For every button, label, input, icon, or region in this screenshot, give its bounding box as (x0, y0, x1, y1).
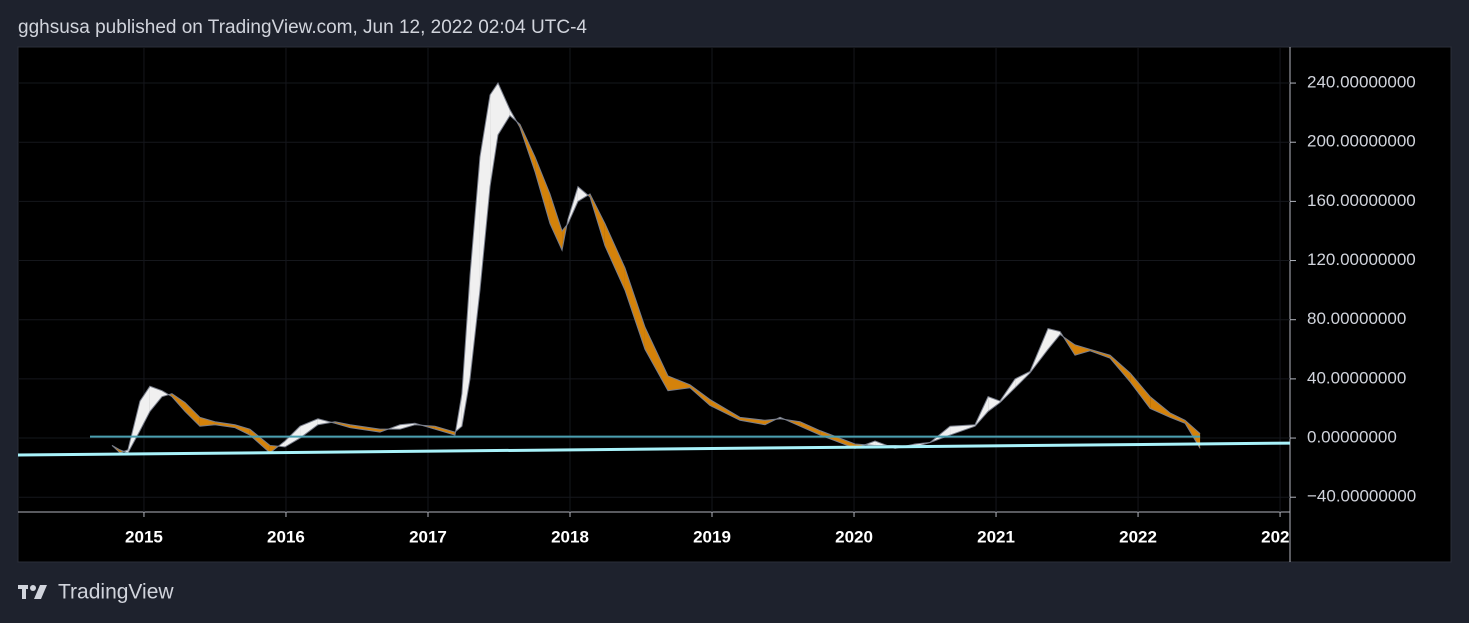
logo (18, 585, 47, 599)
ribbon-line (111, 82, 1201, 454)
ribbon-fill (690, 384, 711, 406)
ribbon-fill (300, 418, 318, 439)
brand-name: TradingView (58, 581, 174, 604)
ribbon-fill (1130, 372, 1151, 409)
ribbon-fill (1074, 344, 1091, 356)
ribbon-fill (470, 157, 480, 379)
ribbon-fill (139, 386, 150, 431)
logo-part (22, 585, 26, 599)
y-tick-label: 120.00000000 (1307, 250, 1416, 269)
ribbon-fill (1170, 412, 1186, 424)
ribbon-fill (249, 429, 270, 453)
ribbon-fill (820, 430, 856, 449)
price-axis: −40.00000000 0.00000000 40.00000000 80.0000… (1290, 73, 1416, 506)
reference-line (18, 441, 1290, 457)
x-tick-label: 2019 (693, 527, 731, 546)
x-tick-label: 2017 (409, 527, 447, 546)
y-tick-label: −40.00000000 (1307, 487, 1416, 506)
plot-area (18, 82, 1290, 457)
x-tick-label: 2018 (551, 527, 589, 546)
ribbon-fill (1048, 328, 1061, 350)
ribbon-fill (1150, 396, 1170, 418)
ribbon-fill (434, 426, 455, 436)
x-tick-label: 2020 (835, 527, 873, 546)
ribbon-fill (710, 399, 740, 421)
ribbon-fill (350, 424, 380, 433)
ribbon-fill (577, 186, 589, 202)
y-tick-label: 40.00000000 (1307, 368, 1406, 387)
x-tick-label: 2023 (1261, 527, 1299, 546)
ribbon-fill (234, 424, 250, 436)
ribbon-fill (498, 83, 510, 135)
y-tick-label: 200.00000000 (1307, 132, 1416, 151)
x-tick-label: 2021 (977, 527, 1015, 546)
logo-part (34, 585, 47, 599)
ribbon-fill (490, 83, 498, 187)
ribbon-fill (185, 402, 200, 427)
logo-part (30, 585, 36, 591)
ribbon-fill (739, 417, 765, 425)
time-axis: 2015 2016 2017 2018 2019 2020 2021 2022 2023 (125, 512, 1299, 546)
header-title: gghsusa published on TradingView.com, Ju… (18, 17, 587, 38)
ribbon-fill (199, 417, 215, 427)
ribbon-fill (604, 223, 625, 291)
y-tick-label: 0.00000000 (1307, 428, 1397, 447)
ribbon-fill (667, 375, 690, 391)
y-tick-label: 240.00000000 (1307, 73, 1416, 92)
ribbon-fill (800, 421, 821, 436)
ribbon-fill (644, 327, 668, 391)
x-tick-label: 2015 (125, 527, 163, 546)
ribbon-line (111, 114, 1201, 454)
x-tick-label: 2016 (267, 527, 305, 546)
ribbon-fill (214, 421, 235, 428)
y-tick-label: 160.00000000 (1307, 191, 1416, 210)
ribbon-fill (535, 157, 550, 224)
ribbon-fill (149, 386, 162, 412)
grid (18, 48, 1290, 512)
ribbon-fill (549, 193, 563, 251)
y-tick-label: 80.00000000 (1307, 309, 1406, 328)
chart-panel (17, 46, 1452, 563)
x-tick-label: 2022 (1119, 527, 1157, 546)
ribbon-fill (317, 418, 332, 425)
ribbon-fill (624, 267, 645, 350)
